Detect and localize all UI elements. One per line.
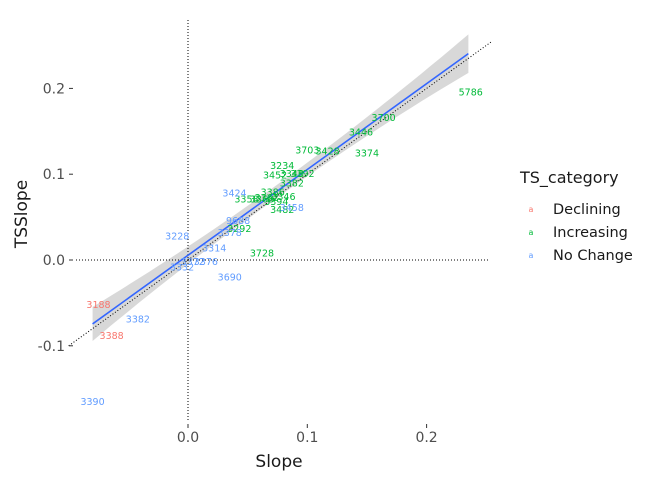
point-label: 5786 (459, 87, 483, 98)
confidence-band-area (92, 34, 469, 342)
point-label: 3228 (165, 231, 189, 242)
x-axis-title: Slope (255, 452, 302, 472)
point-label: 3362 (255, 193, 279, 204)
point-label: 3392 (290, 169, 314, 180)
y-tick-label: -0.1 (38, 339, 65, 355)
legend-key-glyph: a (529, 205, 534, 214)
legend: TS_category a Declining a Increasing a No Cha… (519, 168, 633, 264)
point-label: 3424 (222, 189, 246, 200)
axes: 0.0 0.1 0.2 -0.1 0.0 0.1 0.2 (38, 81, 438, 446)
point-label: 3728 (250, 249, 274, 260)
point-label: 3372 (181, 257, 205, 268)
regression-line (92, 53, 469, 325)
y-tick-label: 0.0 (43, 253, 65, 269)
point-label: 3348 (280, 169, 304, 180)
y-axis-title: TSSlope (12, 180, 32, 249)
point-label: 3188 (86, 300, 110, 311)
point-label: 3446 (349, 128, 373, 139)
reference-lines (68, 20, 493, 420)
point-label: 3700 (372, 113, 396, 124)
point-label: 3386 (261, 188, 285, 199)
point-label: 9688 (226, 216, 250, 227)
point-label: 3458 (280, 203, 304, 214)
point-label: 3368 (250, 195, 274, 206)
point-label: 3382 (280, 178, 304, 189)
legend-entry-label: Declining (553, 202, 621, 218)
x-tick-label: 0.0 (177, 430, 199, 446)
point-label: 3690 (218, 273, 242, 284)
legend-key-glyph: a (529, 251, 534, 260)
x-tick-label: 0.1 (296, 430, 318, 446)
x-tick-label: 0.2 (415, 430, 437, 446)
point-label: 3382 (126, 315, 150, 326)
point-label: 3358 (234, 195, 258, 206)
legend-title: TS_category (519, 168, 619, 188)
point-label: 3374 (355, 148, 379, 159)
point-label: 3394 (264, 197, 288, 208)
point-label: 3346 (271, 192, 295, 203)
point-label: 3378 (218, 228, 242, 239)
legend-entry-label: No Change (553, 248, 633, 264)
fit-line (92, 53, 469, 325)
point-label: 3452 (263, 171, 287, 182)
point-label: 3428 (315, 147, 339, 158)
point-label: 3332 (170, 262, 194, 273)
point-label: 3292 (227, 224, 251, 235)
point-label: 3482 (270, 205, 294, 216)
point-label: 3376 (194, 257, 218, 268)
point-label: 3703 (295, 146, 319, 157)
point-label: 3234 (270, 161, 294, 172)
point-label: 3314 (202, 243, 226, 254)
y-tick-label: 0.2 (43, 81, 65, 97)
legend-entry-label: Increasing (553, 225, 628, 241)
y-tick-label: 0.1 (43, 167, 65, 183)
point-label: 3388 (100, 331, 124, 342)
legend-key-glyph: a (529, 228, 534, 237)
confidence-band (92, 34, 469, 342)
point-label: 3390 (80, 397, 104, 408)
